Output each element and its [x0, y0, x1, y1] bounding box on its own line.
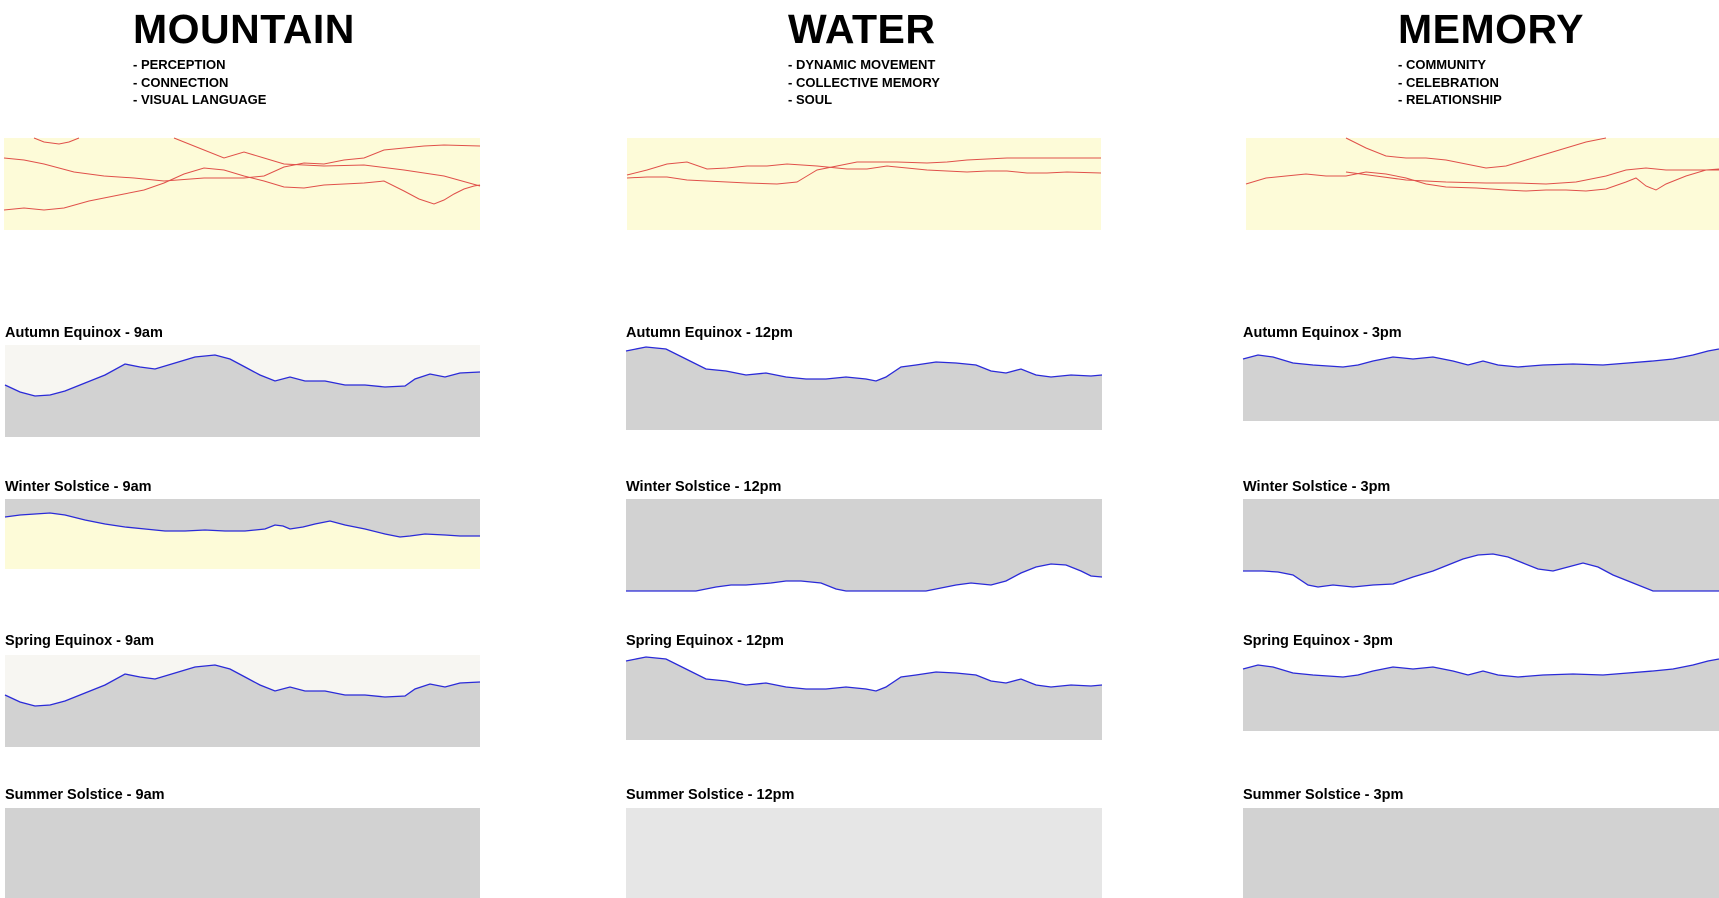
- panel-label: Winter Solstice - 3pm: [1243, 479, 1391, 495]
- strip-line: [1345, 167, 1719, 185]
- strip-line: [3, 144, 481, 182]
- strip-line: [33, 137, 80, 145]
- water-bullet: - SOUL: [788, 92, 833, 107]
- profile-line: [4, 664, 481, 707]
- water-bullet: - COLLECTIVE MEMORY: [788, 74, 940, 90]
- shadow-profile-autumn-3pm: [1242, 348, 1719, 421]
- shadow-profile-autumn-12pm: [625, 346, 1103, 430]
- panel-label: Spring Equinox - 9am: [5, 633, 155, 649]
- memory-title: MEMORY: [1398, 6, 1584, 52]
- strip-background: [627, 138, 1101, 230]
- water-line-strip: [626, 138, 1102, 230]
- shadow-profile-summer-9am: [5, 808, 480, 898]
- water-bullet: - DYNAMIC MOVEMENT: [788, 57, 936, 72]
- panel-label: Autumn Equinox - 3pm: [1243, 325, 1402, 341]
- shade-area: [1243, 499, 1719, 591]
- shade-area: [1243, 808, 1719, 898]
- memory-bullet: - COMMUNITY: [1398, 57, 1487, 72]
- profile-line: [626, 563, 1103, 592]
- strip-background: [1246, 138, 1719, 230]
- strip-background: [4, 138, 480, 230]
- profile-line: [625, 346, 1103, 382]
- shade-area: [1243, 659, 1719, 731]
- profile-line: [1242, 658, 1719, 678]
- shadow-profile-winter-9am: [4, 499, 480, 569]
- mountain-bullet: - VISUAL LANGUAGE: [133, 92, 267, 107]
- memory-header: MEMORY - COMMUNITY - CELEBRATION - RELAT…: [1398, 4, 1584, 109]
- shade-area: [626, 808, 1102, 898]
- panel-label: Spring Equinox - 12pm: [626, 633, 784, 649]
- strip-line: [626, 161, 1102, 176]
- shade-area: [626, 657, 1102, 740]
- panel-label: Winter Solstice - 12pm: [626, 479, 782, 495]
- mountain-bullets: - PERCEPTION - CONNECTION - VISUAL LANGU…: [133, 56, 355, 109]
- strip-line: [1245, 168, 1719, 192]
- shade-area: [626, 499, 1102, 591]
- shadow-profile-summer-3pm: [1243, 808, 1719, 898]
- mountain-header: MOUNTAIN - PERCEPTION - CONNECTION - VIS…: [133, 4, 355, 109]
- shadow-profile-spring-12pm: [625, 656, 1103, 740]
- memory-bullets: - COMMUNITY - CELEBRATION - RELATIONSHIP: [1398, 56, 1584, 109]
- shade-area: [5, 499, 480, 537]
- mountain-bullet: - PERCEPTION: [133, 57, 226, 72]
- panel-label: Summer Solstice - 3pm: [1243, 787, 1404, 803]
- strip-line: [1345, 137, 1607, 169]
- shade-area: [626, 347, 1102, 430]
- shadow-profile-spring-3pm: [1242, 658, 1719, 731]
- strip-line: [173, 137, 481, 187]
- shadow-profile-summer-12pm: [626, 808, 1102, 898]
- water-title: WATER: [788, 6, 936, 52]
- shadow-profile-spring-9am: [4, 655, 481, 747]
- shadow-profile-winter-12pm: [626, 499, 1103, 592]
- panel-label: Autumn Equinox - 12pm: [626, 325, 793, 341]
- strip-line: [626, 157, 1101, 185]
- profile-line: [625, 656, 1103, 692]
- profile-line: [4, 354, 481, 397]
- shadow-profile-autumn-9am: [4, 345, 481, 437]
- strip-line: [3, 167, 481, 211]
- profile-line: [1242, 348, 1719, 368]
- mountain-line-strip: [3, 137, 481, 230]
- mountain-title: MOUNTAIN: [133, 6, 355, 52]
- panel-label: Summer Solstice - 12pm: [626, 787, 795, 803]
- memory-bullet: - RELATIONSHIP: [1398, 92, 1502, 107]
- shade-area: [5, 665, 480, 747]
- profile-line: [1243, 553, 1719, 592]
- memory-line-strip: [1245, 137, 1719, 230]
- panel-label: Autumn Equinox - 9am: [5, 325, 163, 341]
- profile-line: [4, 512, 480, 538]
- panel-label: Winter Solstice - 9am: [5, 479, 152, 495]
- water-header: WATER - DYNAMIC MOVEMENT - COLLECTIVE ME…: [788, 4, 940, 109]
- mountain-bullet: - CONNECTION: [133, 74, 229, 90]
- panel-label: Summer Solstice - 9am: [5, 787, 165, 803]
- panel-label: Spring Equinox - 3pm: [1243, 633, 1393, 649]
- shade-area: [5, 808, 480, 898]
- shade-area: [1243, 349, 1719, 421]
- memory-bullet: - CELEBRATION: [1398, 74, 1499, 90]
- water-bullets: - DYNAMIC MOVEMENT - COLLECTIVE MEMORY -…: [788, 56, 940, 109]
- shade-area: [5, 355, 480, 437]
- shadow-profile-winter-3pm: [1243, 499, 1719, 592]
